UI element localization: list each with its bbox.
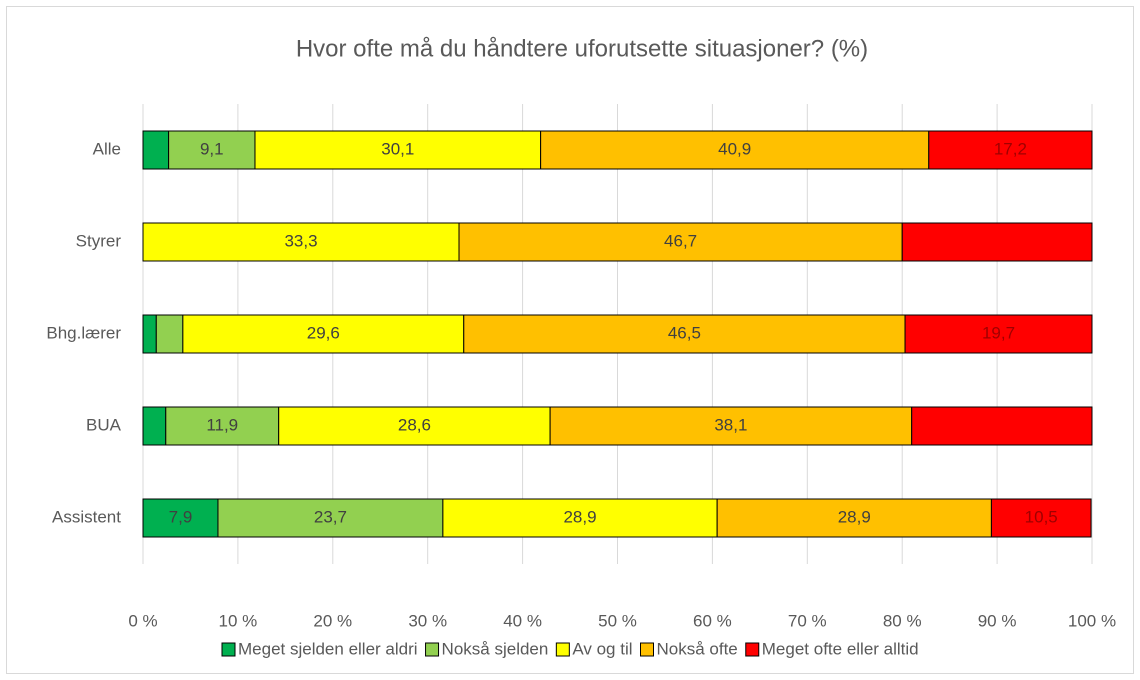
legend-label: Meget ofte eller alltid — [762, 639, 919, 658]
data-label: 29,6 — [307, 323, 340, 342]
data-label: 17,2 — [994, 139, 1027, 158]
bar-segment — [155, 314, 184, 354]
data-label: 28,9 — [838, 507, 871, 526]
data-label: 10,5 — [1025, 507, 1058, 526]
bar-segment — [442, 498, 718, 538]
data-label: 33,3 — [284, 231, 317, 250]
bar-segment — [901, 222, 1093, 262]
data-label: 9,1 — [200, 139, 224, 158]
data-label: 28,6 — [398, 415, 431, 434]
bar-segment — [217, 498, 444, 538]
legend-label: Nokså ofte — [657, 639, 738, 658]
bar-segment — [716, 498, 992, 538]
bar-segment — [142, 406, 167, 446]
data-label: 38,1 — [714, 415, 747, 434]
data-label: 46,5 — [668, 323, 701, 342]
bar-segment — [142, 498, 219, 538]
data-label: 7,9 — [169, 507, 193, 526]
x-tick-label: 20 % — [313, 611, 352, 630]
y-tick-label: Alle — [93, 139, 121, 158]
x-tick-label: 50 % — [598, 611, 637, 630]
data-label: 46,7 — [664, 231, 697, 250]
y-tick-label: Styrer — [76, 231, 122, 250]
x-tick-label: 40 % — [503, 611, 542, 630]
data-label: 28,9 — [563, 507, 596, 526]
x-tick-label: 100 % — [1068, 611, 1116, 630]
x-tick-label: 70 % — [788, 611, 827, 630]
x-tick-label: 80 % — [883, 611, 922, 630]
y-tick-label: Assistent — [52, 507, 121, 526]
legend-label: Av og til — [572, 639, 632, 658]
legend-label: Meget sjelden eller aldri — [238, 639, 418, 658]
y-tick-label: BUA — [86, 415, 122, 434]
bar-segment — [540, 130, 930, 170]
bar-segment — [165, 406, 280, 446]
x-tick-label: 10 % — [219, 611, 258, 630]
bar-segment — [142, 222, 460, 262]
data-label: 40,9 — [718, 139, 751, 158]
bar-segment — [904, 314, 1093, 354]
bar-segment — [142, 130, 170, 170]
legend-swatch — [640, 642, 654, 657]
x-tick-label: 60 % — [693, 611, 732, 630]
bar-segment — [549, 406, 913, 446]
data-label: 30,1 — [381, 139, 414, 158]
chart-title: Hvor ofte må du håndtere uforutsette sit… — [296, 35, 868, 62]
bar-segment — [168, 130, 256, 170]
legend-swatch — [425, 642, 440, 657]
bar-segment — [458, 222, 903, 262]
x-tick-label: 30 % — [408, 611, 447, 630]
x-tick-label: 0 % — [128, 611, 157, 630]
bar-segment — [911, 406, 1093, 446]
legend-swatch — [221, 642, 236, 657]
data-label: 23,7 — [314, 507, 347, 526]
x-tick-label: 90 % — [978, 611, 1017, 630]
bar-segment — [463, 314, 906, 354]
bar-segment — [278, 406, 551, 446]
legend-swatch — [745, 642, 760, 657]
bar-segment — [928, 130, 1093, 170]
y-tick-label: Bhg.lærer — [46, 323, 121, 342]
legend-label: Nokså sjelden — [442, 639, 549, 658]
bar-segment — [142, 314, 157, 354]
data-label: 19,7 — [982, 323, 1015, 342]
data-label: 11,9 — [206, 415, 238, 434]
legend-swatch — [555, 642, 570, 657]
bar-segment — [990, 498, 1092, 538]
